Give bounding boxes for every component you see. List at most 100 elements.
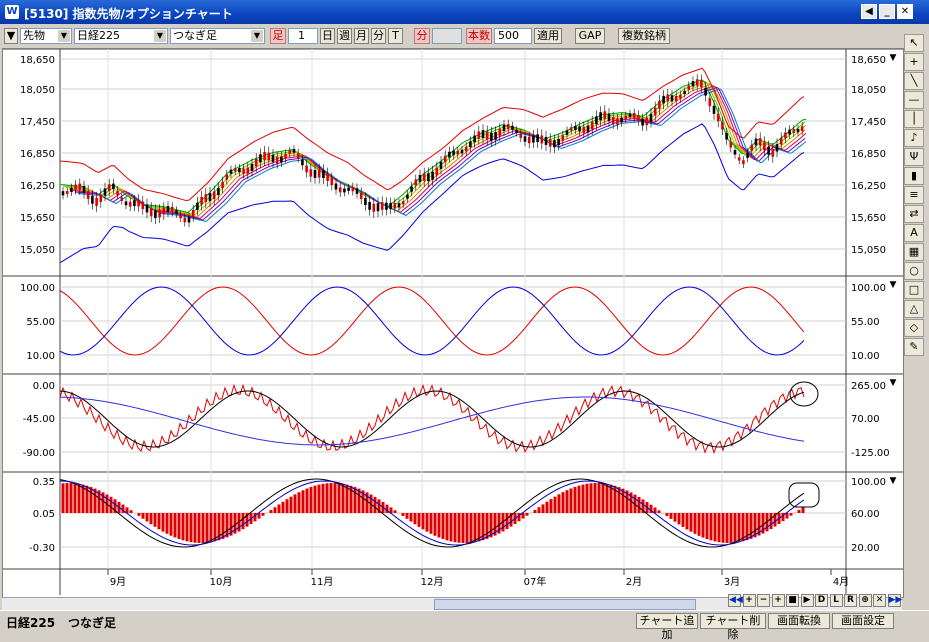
vertical-line-icon[interactable]: │ xyxy=(904,110,924,128)
histogram-bar xyxy=(486,513,489,539)
chevron-down-icon: ▼ xyxy=(58,30,70,42)
gap-button[interactable]: GAP xyxy=(575,28,605,44)
histogram-bar xyxy=(342,484,345,513)
bell-icon[interactable]: ♪ xyxy=(904,129,924,147)
index-select[interactable]: 日経225▼ xyxy=(74,28,168,44)
title-bar: W [5130] 指数先物/オプションチャート ◀ _ ✕ xyxy=(0,0,929,24)
candle-body xyxy=(713,106,716,114)
screen-settings-button[interactable]: 画面設定 xyxy=(832,613,894,629)
nav-button-1[interactable]: + xyxy=(743,594,756,607)
osc3-tick-right: 100.00 xyxy=(851,477,886,488)
nav-button-11[interactable]: ▶▶ xyxy=(888,594,901,607)
apply-button[interactable]: 適用 xyxy=(534,28,562,44)
period-week-button[interactable]: 週 xyxy=(337,28,352,44)
grid-icon[interactable]: ▦ xyxy=(904,243,924,261)
candle-body xyxy=(675,96,678,101)
period-minute-button[interactable]: 分 xyxy=(371,28,386,44)
cycle-icon[interactable]: ⇄ xyxy=(904,205,924,223)
horizontal-line-icon[interactable]: — xyxy=(904,91,924,109)
candle-body xyxy=(280,156,283,162)
histogram-bar xyxy=(422,513,425,529)
candle-body xyxy=(242,169,245,174)
osc3-tick-left: -0.30 xyxy=(29,543,55,554)
candle-body xyxy=(217,188,220,195)
candle-body xyxy=(79,184,82,190)
cursor-icon[interactable]: ↖ xyxy=(904,34,924,52)
paint-icon[interactable]: ✎ xyxy=(904,338,924,356)
menu-dropdown-icon[interactable]: ▼ xyxy=(4,28,18,44)
honsu-input[interactable]: 500 xyxy=(494,28,532,44)
period-day-button[interactable]: 日 xyxy=(320,28,335,44)
nav-button-8[interactable]: R xyxy=(844,594,857,607)
scroll-thumb[interactable] xyxy=(434,599,696,610)
histogram-bar xyxy=(198,513,201,543)
chevron-down-icon: ▼ xyxy=(251,30,263,42)
fibonacci-icon[interactable]: ≡ xyxy=(904,186,924,204)
minute-input[interactable] xyxy=(432,28,462,44)
contract-select[interactable]: つなぎ足▼ xyxy=(170,28,265,44)
ashi-input[interactable]: 1 xyxy=(288,28,318,44)
multi-symbol-button[interactable]: 複数銘柄 xyxy=(618,28,670,44)
minimize-button[interactable]: _ xyxy=(879,4,895,19)
histogram-bar xyxy=(146,513,149,521)
candle-body xyxy=(490,133,493,141)
switch-screen-button[interactable]: 画面転換 xyxy=(768,613,830,629)
period-month-button[interactable]: 月 xyxy=(354,28,369,44)
candle-icon[interactable]: ▮ xyxy=(904,167,924,185)
nav-button-6[interactable]: D xyxy=(815,594,828,607)
nav-button-9[interactable]: ⊕ xyxy=(859,594,872,607)
nav-button-7[interactable]: L xyxy=(830,594,843,607)
candle-body xyxy=(305,166,308,173)
candle-body xyxy=(759,138,762,145)
nav-button-4[interactable]: ■ xyxy=(786,594,799,607)
nav-button-5[interactable]: ▶ xyxy=(801,594,814,607)
candle-body xyxy=(142,202,145,209)
type-select[interactable]: 先物▼ xyxy=(20,28,72,44)
candle-body xyxy=(133,200,136,206)
crosshair-icon[interactable]: + xyxy=(904,53,924,71)
candle-body xyxy=(625,116,628,120)
candle-body xyxy=(683,91,686,94)
triangle-icon[interactable]: △ xyxy=(904,300,924,318)
candle-body xyxy=(662,96,665,104)
text-icon[interactable]: A xyxy=(904,224,924,242)
chart-canvas[interactable]: ▼▼▼▼18,65018,05017,45016,85016,25015,650… xyxy=(3,49,903,597)
price-tick-right: 15,650 xyxy=(851,213,886,224)
candle-body xyxy=(377,203,380,211)
add-chart-button[interactable]: チャート追加 xyxy=(636,613,698,629)
nav-button-2[interactable]: − xyxy=(757,594,770,607)
nav-button-3[interactable]: + xyxy=(772,594,785,607)
sound-icon[interactable]: ◀ xyxy=(861,4,877,19)
rectangle-icon[interactable]: □ xyxy=(904,281,924,299)
eraser-icon[interactable]: ◇ xyxy=(904,319,924,337)
close-icon[interactable]: ✕ xyxy=(897,4,913,19)
histogram-bar xyxy=(158,513,161,529)
histogram-bar xyxy=(726,513,729,543)
fork-icon[interactable]: Ψ xyxy=(904,148,924,166)
candle-body xyxy=(331,178,334,185)
nav-button-10[interactable]: ✕ xyxy=(873,594,886,607)
candle-body xyxy=(74,185,77,190)
candle-body xyxy=(230,170,233,174)
histogram-bar xyxy=(770,513,773,529)
ellipse-icon[interactable]: ○ xyxy=(904,262,924,280)
candle-body xyxy=(696,79,699,85)
histogram-bar xyxy=(718,513,721,542)
histogram-bar xyxy=(658,510,661,513)
delete-chart-button[interactable]: チャート削除 xyxy=(700,613,766,629)
nav-button-0[interactable]: ◀◀ xyxy=(728,594,741,607)
osc3-tick-left: 0.35 xyxy=(33,477,55,488)
histogram-bar xyxy=(178,513,181,539)
candle-body xyxy=(389,203,392,209)
osc2-tick-left: -45.00 xyxy=(23,414,55,425)
diagonal-line-icon[interactable]: ╲ xyxy=(904,72,924,90)
osc1-tick-right: 55.00 xyxy=(851,317,880,328)
candle-body xyxy=(616,119,619,125)
candle-body xyxy=(532,135,535,142)
candle-body xyxy=(335,183,338,189)
candle-body xyxy=(478,131,481,138)
honsu-label: 本数 xyxy=(466,28,492,44)
candle-body xyxy=(700,80,703,87)
period-tick-button[interactable]: T xyxy=(388,28,403,44)
